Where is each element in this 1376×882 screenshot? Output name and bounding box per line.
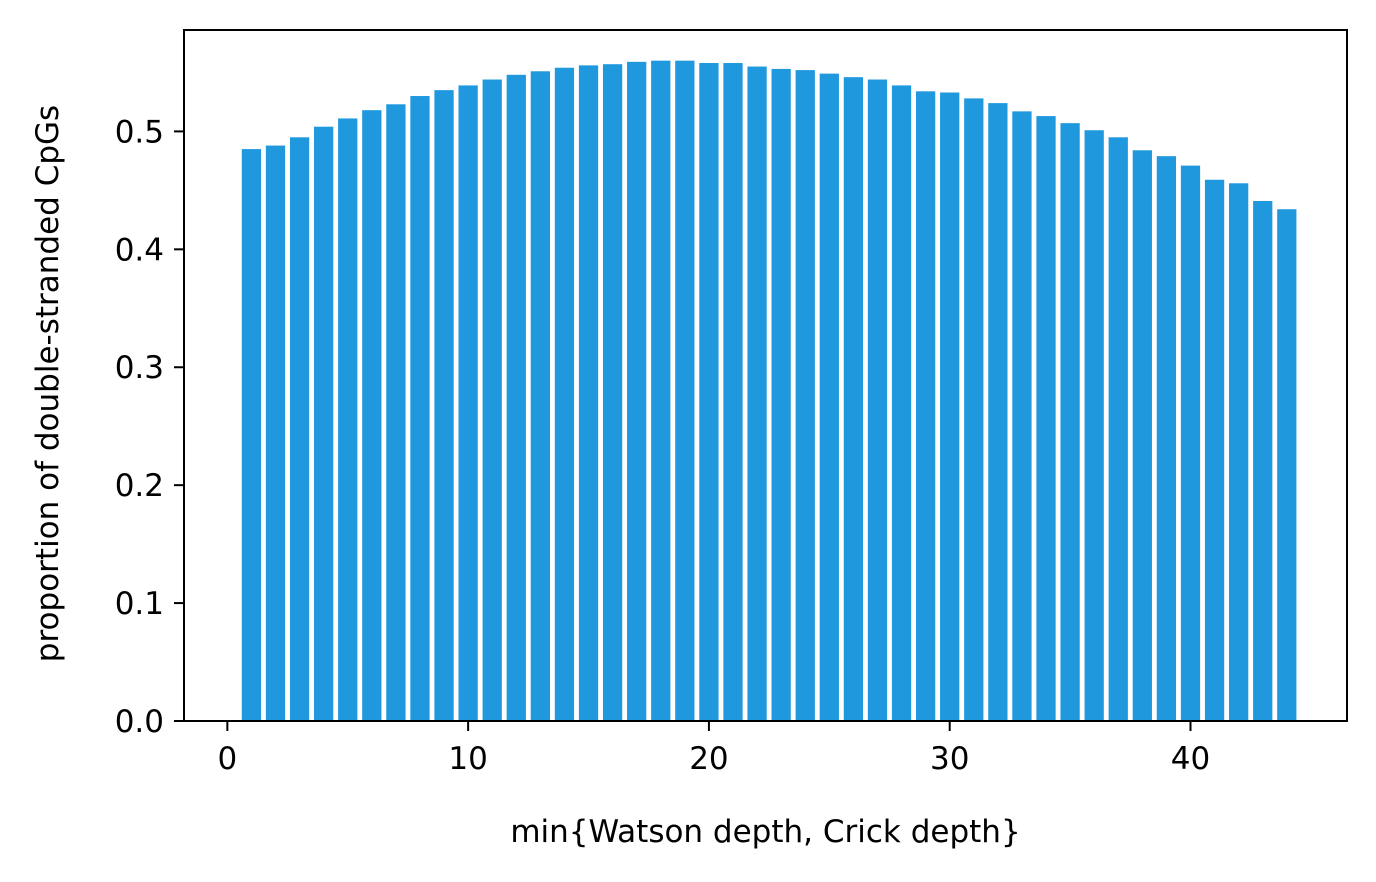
y-axis: 0.0 0.1 0.2 0.3 0.4 0.5 [115, 114, 184, 740]
bar [795, 70, 815, 721]
y-tick-label: 0.5 [115, 114, 164, 150]
bar [530, 71, 550, 721]
bar [1012, 111, 1032, 722]
bar [1180, 165, 1201, 721]
bar [554, 67, 575, 722]
bar [482, 79, 502, 722]
bar [1277, 209, 1297, 722]
x-tick-label: 30 [930, 741, 969, 777]
bar [1084, 130, 1104, 722]
y-tick-label: 0.0 [115, 704, 164, 740]
bar [843, 77, 864, 721]
bar [1108, 137, 1128, 721]
bar [410, 96, 430, 722]
bar [988, 103, 1008, 722]
x-axis-label: min{Watson depth, Crick depth} [510, 814, 1020, 850]
bar [747, 66, 767, 721]
bar [289, 137, 310, 721]
bars-group [241, 60, 1297, 722]
bar [940, 92, 960, 722]
bar [964, 98, 984, 721]
bar [723, 63, 743, 721]
bar [314, 126, 334, 722]
bar [1229, 183, 1249, 721]
bar [915, 91, 936, 722]
y-tick-label: 0.2 [115, 468, 164, 504]
y-tick-label: 0.3 [115, 350, 164, 386]
bar [1253, 200, 1273, 722]
bar [1060, 123, 1080, 722]
bar [338, 118, 358, 721]
bar [867, 79, 888, 722]
bar [675, 60, 695, 722]
bar [1204, 179, 1225, 721]
bar [506, 74, 526, 721]
bar [1036, 116, 1056, 722]
bar [819, 73, 839, 721]
bar [578, 65, 599, 721]
y-tick-label: 0.4 [115, 232, 164, 268]
x-tick-label: 0 [217, 741, 237, 777]
bar [265, 145, 286, 722]
bar [699, 63, 719, 721]
x-axis: 0 10 20 30 40 [217, 721, 1210, 777]
bar [458, 85, 478, 721]
y-tick-label: 0.1 [115, 586, 164, 622]
y-axis-label: proportion of double-stranded CpGs [30, 105, 66, 662]
bar [602, 64, 623, 722]
bar [241, 149, 262, 721]
bar [771, 68, 791, 722]
bar [434, 90, 454, 721]
bar [627, 61, 647, 721]
x-tick-label: 20 [689, 741, 728, 777]
plot-frame [183, 29, 1348, 722]
bar [386, 104, 406, 722]
bar [362, 110, 382, 721]
bar [651, 60, 671, 722]
bar [891, 85, 912, 721]
bar [1132, 150, 1152, 722]
x-tick-label: 40 [1171, 741, 1210, 777]
x-tick-label: 10 [448, 741, 487, 777]
bar [1156, 156, 1177, 721]
